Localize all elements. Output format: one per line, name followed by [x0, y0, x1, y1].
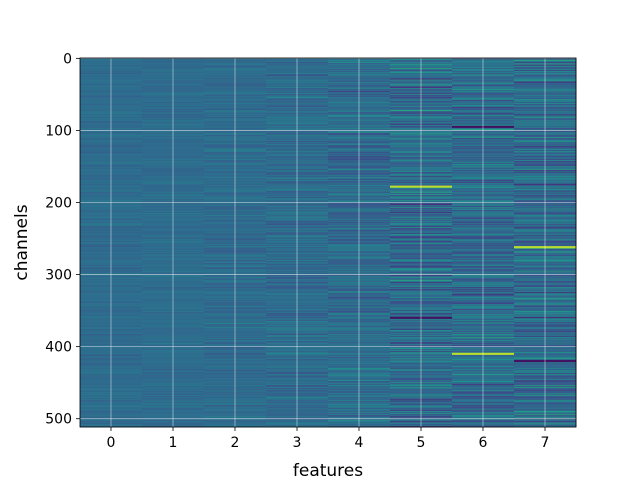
plot-frame [79, 57, 577, 428]
x-tick-label: 4 [355, 435, 364, 451]
x-tick-label: 0 [107, 435, 116, 451]
y-axis: 0 100 200 300 400 500 [45, 51, 80, 428]
x-axis: 0 1 2 3 4 5 6 7 [107, 427, 550, 451]
grid-lines [80, 57, 576, 427]
x-axis-label: features [293, 461, 363, 480]
x-tick-label: 7 [541, 435, 550, 451]
x-tick-label: 1 [169, 435, 178, 451]
plot-area [79, 57, 577, 428]
y-tick-label: 300 [45, 268, 72, 284]
x-tick-label: 2 [231, 435, 240, 451]
y-tick-label: 0 [63, 51, 72, 67]
x-tick-label: 5 [417, 435, 426, 451]
y-axis-label: channels [12, 204, 32, 280]
y-tick-label: 400 [45, 340, 72, 356]
y-tick-label: 100 [45, 123, 72, 139]
y-tick-label: 200 [45, 196, 72, 212]
x-tick-label: 3 [293, 435, 302, 451]
x-tick-label: 6 [479, 435, 488, 451]
y-tick-label: 500 [45, 412, 72, 428]
heatmap-cells [80, 58, 577, 428]
